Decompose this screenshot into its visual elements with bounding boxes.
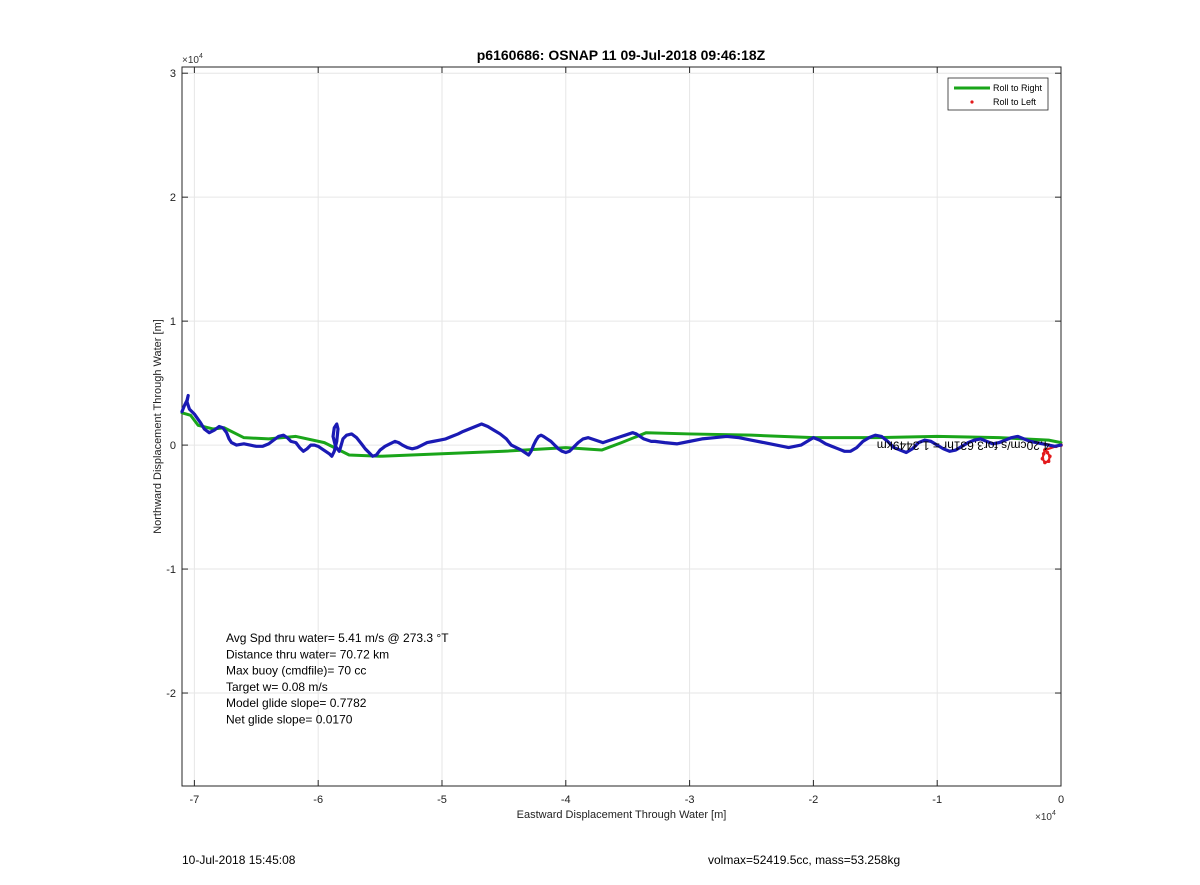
data-point <box>1041 451 1046 456</box>
x-tick-label: -5 <box>437 794 447 806</box>
data-point <box>1043 460 1047 465</box>
x-tick-label: -4 <box>561 794 571 806</box>
stats-line: Max buoy (cmdfile)= 70 cc <box>226 664 366 678</box>
chart-title: p6160686: OSNAP 11 09-Jul-2018 09:46:18Z <box>477 47 766 63</box>
x-tick-label: -7 <box>189 794 199 806</box>
legend-label: Roll to Right <box>993 83 1043 93</box>
y-tick-label: 0 <box>170 440 176 452</box>
stats-line: Avg Spd thru water= 5.41 m/s @ 273.3 °T <box>226 631 449 645</box>
stats-line: Target w= 0.08 m/s <box>226 680 328 694</box>
x-tick-label: -1 <box>932 794 942 806</box>
data-point <box>1043 448 1047 452</box>
x-axis-label: Eastward Displacement Through Water [m] <box>517 809 727 821</box>
y-tick-label: -1 <box>166 564 176 576</box>
data-point <box>1048 454 1052 459</box>
plot-axes-box <box>181 66 1062 787</box>
x-tick-label: -3 <box>685 794 695 806</box>
data-point <box>1040 456 1045 461</box>
y-tick-label: -2 <box>166 688 176 700</box>
series-path <box>180 393 1063 458</box>
series-2 <box>180 393 1063 458</box>
y-tick-label: 1 <box>170 316 176 328</box>
current-rotated-label: 4.20cm/s for3.631hr = 1.3449km <box>877 438 1050 452</box>
legend-swatch <box>970 100 974 104</box>
data-point <box>1045 450 1050 455</box>
stats-annotations: Avg Spd thru water= 5.41 m/s @ 273.3 °T D… <box>226 631 449 727</box>
grid-lines <box>182 67 1062 786</box>
y-axis-label: Northward Displacement Through Water [m] <box>152 319 164 534</box>
series-path-roll-left <box>1041 444 1062 464</box>
legend-box <box>947 77 1049 111</box>
legend: Roll to Right Roll to Left <box>947 77 1049 111</box>
stats-line: Model glide slope= 0.7782 <box>226 696 367 710</box>
stats-line: Net glide slope= 0.0170 <box>226 713 353 727</box>
stats-line: Distance thru water= 70.72 km <box>226 647 389 661</box>
x-exponent-label: ×104 <box>1035 810 1056 823</box>
footer-volmax-mass: volmax=52419.5cc, mass=53.258kg <box>708 853 901 867</box>
x-tick-label: -2 <box>809 794 819 806</box>
legend-label: Roll to Left <box>993 97 1037 107</box>
series-layer <box>180 393 1063 465</box>
y-tick-label: 3 <box>170 68 176 80</box>
y-tick-label: 2 <box>170 192 176 204</box>
x-tick-label: -6 <box>313 794 323 806</box>
footer-timestamp: 10-Jul-2018 15:45:08 <box>182 853 296 867</box>
x-tick-label: 0 <box>1058 794 1064 806</box>
data-point <box>1046 459 1051 464</box>
y-exponent-label: ×104 <box>182 53 203 66</box>
